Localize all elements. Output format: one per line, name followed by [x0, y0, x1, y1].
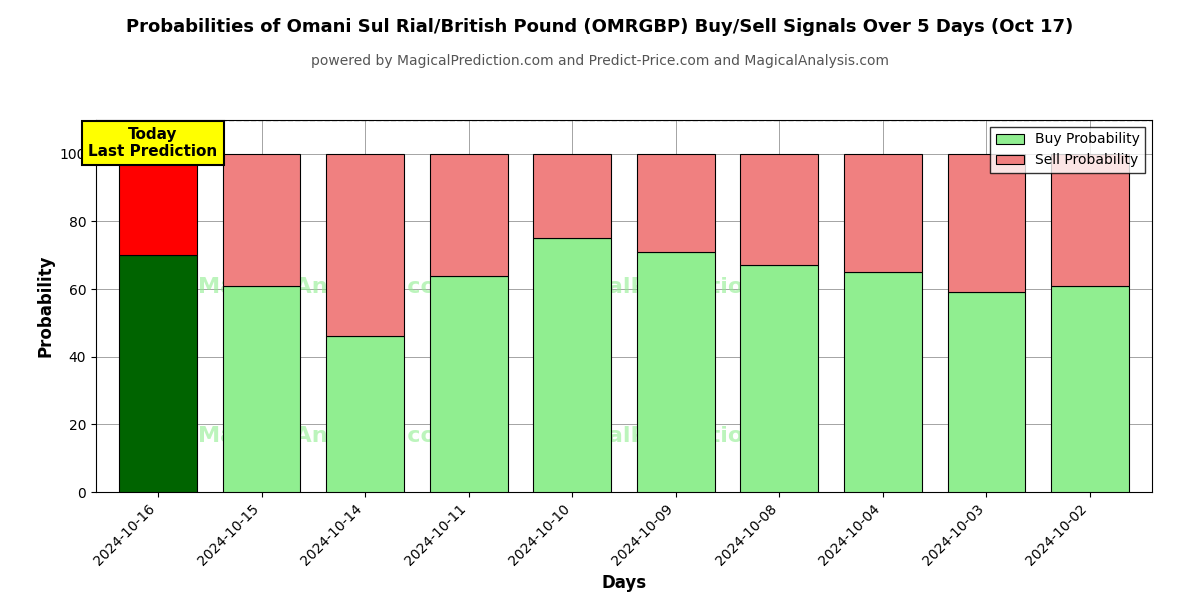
Bar — [223, 286, 300, 492]
Bar — [844, 272, 922, 492]
Bar — [326, 154, 404, 337]
Bar — [430, 275, 508, 492]
Bar — [637, 252, 714, 492]
Bar — [948, 292, 1025, 492]
Y-axis label: Probability: Probability — [36, 255, 54, 357]
Bar — [223, 154, 300, 286]
Bar — [740, 265, 818, 492]
Text: Today
Last Prediction: Today Last Prediction — [89, 127, 217, 159]
Bar — [430, 154, 508, 275]
Bar — [844, 154, 922, 272]
Bar — [1051, 154, 1129, 286]
Legend: Buy Probability, Sell Probability: Buy Probability, Sell Probability — [990, 127, 1145, 173]
Bar — [534, 238, 611, 492]
Bar — [119, 154, 197, 255]
Text: Probabilities of Omani Sul Rial/British Pound (OMRGBP) Buy/Sell Signals Over 5 D: Probabilities of Omani Sul Rial/British … — [126, 18, 1074, 36]
Bar — [1051, 286, 1129, 492]
Bar — [637, 154, 714, 252]
X-axis label: Days: Days — [601, 574, 647, 592]
Bar — [948, 154, 1025, 292]
Bar — [534, 154, 611, 238]
Bar — [119, 255, 197, 492]
Bar — [326, 337, 404, 492]
Text: MagicalAnalysis.com: MagicalAnalysis.com — [198, 277, 458, 298]
Text: MagicalPrediction.com: MagicalPrediction.com — [534, 277, 820, 298]
Text: MagicalAnalysis.com: MagicalAnalysis.com — [198, 426, 458, 446]
Text: MagicalPrediction.com: MagicalPrediction.com — [534, 426, 820, 446]
Bar — [740, 154, 818, 265]
Text: powered by MagicalPrediction.com and Predict-Price.com and MagicalAnalysis.com: powered by MagicalPrediction.com and Pre… — [311, 54, 889, 68]
